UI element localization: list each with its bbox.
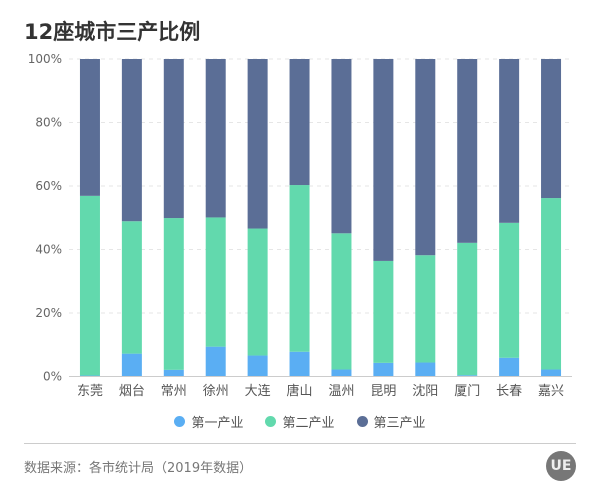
bar-segment-3 [331, 59, 352, 234]
bar-segment-3 [121, 59, 142, 222]
source-note: 数据来源：各市统计局（2019年数据） [24, 461, 253, 476]
x-tick-label: 长春 [496, 384, 522, 399]
bar-segment-2 [457, 242, 478, 376]
x-tick-label: 沈阳 [412, 384, 438, 399]
bar-segment-3 [541, 59, 562, 199]
bar-segment-3 [415, 59, 436, 256]
bar-segment-2 [373, 260, 394, 363]
bar-segment-2 [79, 195, 100, 376]
bar-segment-1 [331, 369, 352, 377]
bar-segment-2 [415, 255, 436, 363]
x-tick-label: 常州 [161, 384, 187, 399]
x-tick-label: 唐山 [287, 383, 313, 399]
bar-segment-1 [205, 346, 226, 377]
bar-segment-3 [457, 59, 478, 243]
y-tick-label: 100% [28, 52, 62, 66]
bar-segment-3 [205, 59, 226, 218]
bar-segment-3 [373, 59, 394, 261]
legend-dot-icon [174, 416, 186, 427]
bar-segment-1 [457, 375, 478, 377]
bar-segment-2 [331, 233, 352, 370]
bar-segment-3 [163, 59, 184, 219]
bar-segment-1 [373, 362, 394, 377]
legend-label: 第二产业 [282, 416, 335, 431]
y-tick-label: 40% [35, 243, 62, 257]
bar-segment-1 [499, 357, 520, 377]
bar-segment-3 [499, 59, 520, 223]
legend-item-primary[interactable]: 第一产业 [174, 412, 243, 431]
bar-segment-2 [163, 218, 184, 370]
x-tick-label: 温州 [328, 384, 354, 399]
legend-item-tertiary[interactable]: 第三产业 [356, 412, 426, 431]
y-tick-label: 20% [35, 306, 62, 320]
bar-segment-3 [79, 59, 100, 196]
bar-segment-2 [205, 217, 226, 347]
bar-segment-1 [163, 369, 184, 377]
y-tick-label: 80% [35, 116, 62, 130]
y-tick-label: 0% [43, 370, 62, 384]
x-tick-label: 徐州 [203, 384, 229, 399]
bar-segment-2 [247, 228, 268, 356]
logo: UE [546, 451, 576, 481]
legend-dot-icon [265, 416, 277, 427]
bar-segment-2 [541, 198, 562, 370]
y-tick-label: 60% [35, 179, 62, 193]
legend: 第一产业 第二产业 第三产业 [0, 412, 600, 431]
legend-item-secondary[interactable]: 第二产业 [265, 412, 335, 431]
bar-segment-1 [541, 369, 562, 377]
x-tick-label: 大连 [245, 383, 271, 399]
legend-label: 第一产业 [191, 416, 244, 431]
divider [24, 443, 576, 444]
x-tick-label: 东莞 [77, 384, 103, 399]
bar-segment-2 [289, 185, 310, 352]
x-tick-label: 厦门 [454, 384, 480, 399]
bar-segment-1 [415, 362, 436, 377]
bar-segment-1 [289, 351, 310, 377]
legend-label: 第三产业 [373, 416, 426, 431]
x-tick-label: 昆明 [370, 384, 396, 399]
chart-title: 12座城市三产比例 [24, 20, 201, 44]
bar-segment-2 [121, 221, 142, 354]
bar-segment-1 [247, 355, 268, 377]
stacked-bar-chart: 0% 20% 40% 60% 80% 100% 东莞 烟台 常州 徐州 大连 唐山 温州 昆明 沈阳 厦门 长春… [28, 52, 572, 399]
legend-dot-icon [356, 416, 368, 427]
x-tick-label: 嘉兴 [538, 384, 564, 399]
bar-segment-1 [121, 353, 142, 377]
bar-segment-2 [499, 222, 520, 358]
x-tick-label: 烟台 [119, 384, 145, 399]
bar-segment-3 [289, 59, 310, 186]
bar-segment-3 [247, 59, 268, 229]
